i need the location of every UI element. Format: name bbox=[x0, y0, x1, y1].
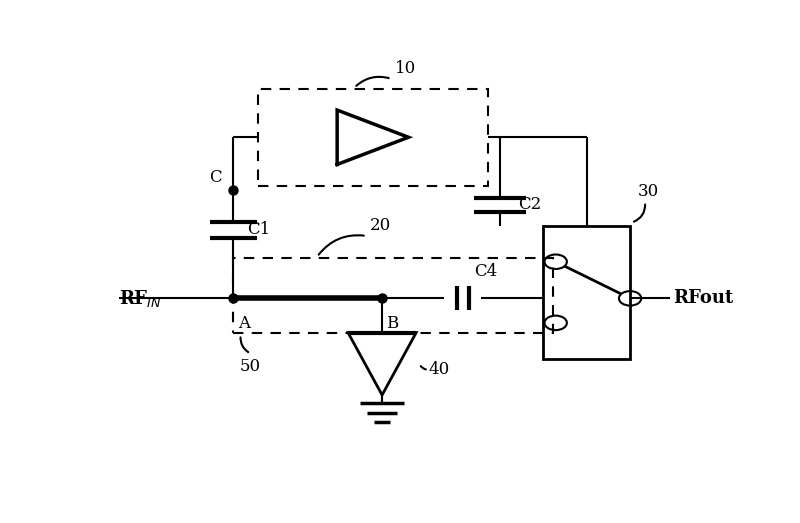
Text: RFout: RFout bbox=[673, 289, 733, 308]
Text: 50: 50 bbox=[239, 358, 261, 374]
Text: 40: 40 bbox=[429, 361, 450, 378]
Text: C1: C1 bbox=[247, 221, 270, 238]
Text: 30: 30 bbox=[638, 183, 658, 200]
Text: C2: C2 bbox=[518, 196, 542, 213]
Bar bbox=[258, 89, 487, 186]
Text: A: A bbox=[238, 315, 250, 332]
Text: C4: C4 bbox=[474, 263, 497, 280]
Text: 20: 20 bbox=[370, 217, 391, 234]
Text: C: C bbox=[210, 169, 222, 186]
Bar bbox=[543, 226, 630, 359]
Text: B: B bbox=[386, 315, 398, 332]
Text: RF$_{IN}$: RF$_{IN}$ bbox=[118, 288, 162, 309]
Text: 10: 10 bbox=[394, 60, 416, 77]
Bar bbox=[234, 258, 553, 333]
